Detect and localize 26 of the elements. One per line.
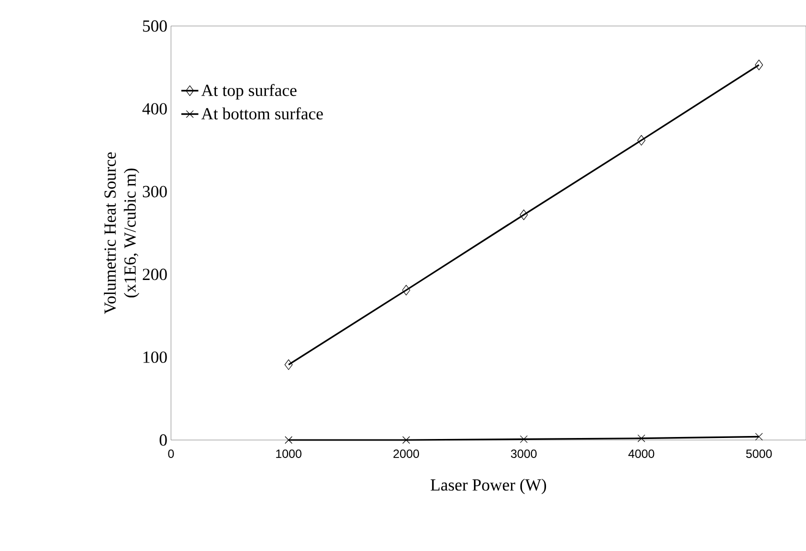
x-tick-label: 4000 bbox=[628, 450, 654, 458]
x-tick-label: 0 bbox=[168, 450, 174, 458]
y-axis-title: Volumetric Heat Source (x1E6, W/cubic m) bbox=[104, 152, 140, 314]
x-tick-label: 3000 bbox=[510, 450, 537, 458]
x-tick-label: 5000 bbox=[746, 450, 772, 458]
point bbox=[520, 210, 528, 220]
point bbox=[754, 60, 764, 70]
point bbox=[402, 284, 410, 296]
y-tick-label: 300 bbox=[142, 186, 167, 198]
x-axis-title: Laser Power (W) bbox=[430, 478, 546, 494]
y-tick-label: 100 bbox=[144, 351, 167, 363]
y-tick-label: 200 bbox=[142, 268, 167, 280]
point bbox=[284, 359, 293, 370]
point bbox=[520, 435, 528, 443]
x-tick-label: 1000 bbox=[276, 450, 302, 458]
legend-label: At bottom surface bbox=[201, 107, 323, 120]
point bbox=[638, 434, 646, 442]
point bbox=[637, 134, 646, 146]
point bbox=[284, 436, 292, 444]
y-tick-label: 500 bbox=[143, 20, 167, 32]
x-tick-label: 2000 bbox=[393, 450, 420, 458]
y-tick-label: 0 bbox=[160, 434, 167, 446]
legend-label: At top surface bbox=[201, 84, 296, 100]
point bbox=[402, 436, 410, 444]
point bbox=[755, 432, 763, 441]
y-tick-label: 400 bbox=[142, 103, 167, 115]
